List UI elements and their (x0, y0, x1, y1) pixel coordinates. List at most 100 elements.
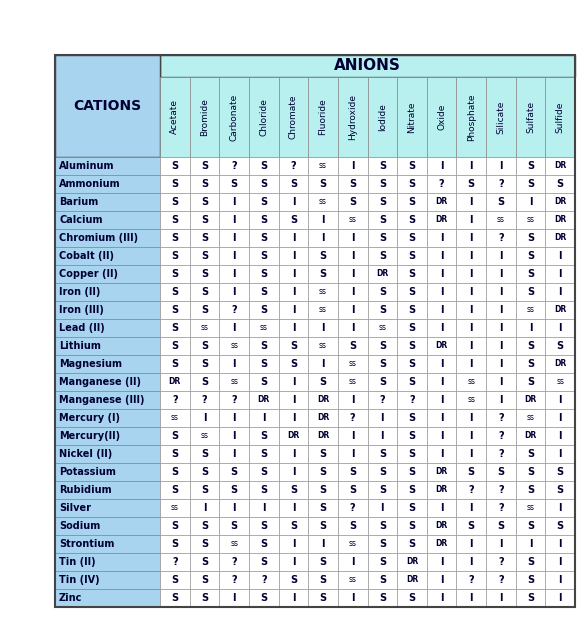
Bar (486, 499, 516, 517)
Text: I: I (381, 431, 384, 441)
Bar (427, 355, 456, 373)
Bar (397, 319, 427, 337)
Bar (190, 229, 219, 247)
Bar (278, 553, 308, 571)
Text: DR: DR (317, 396, 329, 404)
Bar (486, 301, 516, 319)
Bar (545, 229, 575, 247)
Text: S: S (171, 467, 178, 477)
Bar (486, 319, 516, 337)
Bar (219, 481, 249, 499)
Bar (397, 517, 427, 535)
Bar (427, 193, 456, 211)
Text: Iodide: Iodide (378, 103, 387, 131)
Text: S: S (467, 467, 475, 477)
Bar (219, 427, 249, 445)
Bar (160, 229, 190, 247)
Bar (160, 157, 190, 175)
Text: I: I (470, 503, 473, 513)
Text: S: S (408, 251, 415, 261)
Bar (219, 265, 249, 283)
Text: DR: DR (317, 413, 329, 422)
Bar (427, 391, 456, 409)
Bar (308, 211, 338, 229)
Bar (308, 301, 338, 319)
Text: S: S (378, 287, 386, 297)
Text: I: I (262, 503, 266, 513)
Text: I: I (351, 395, 355, 405)
Text: I: I (381, 503, 384, 513)
Bar (367, 445, 397, 463)
Bar (367, 355, 397, 373)
Text: I: I (470, 215, 473, 225)
Bar (486, 355, 516, 373)
Bar (190, 391, 219, 409)
Bar (338, 319, 367, 337)
Text: ss: ss (260, 323, 268, 333)
Bar (160, 499, 190, 517)
Bar (55, 55, 575, 607)
Text: I: I (292, 197, 295, 207)
Bar (278, 319, 308, 337)
Bar (338, 247, 367, 265)
Bar (55, 517, 160, 535)
Text: ss: ss (230, 342, 238, 351)
Bar (219, 337, 249, 355)
Bar (397, 373, 427, 391)
Bar (219, 355, 249, 373)
Bar (427, 445, 456, 463)
Bar (308, 535, 338, 553)
Bar (397, 409, 427, 427)
Bar (486, 409, 516, 427)
Text: S: S (408, 377, 415, 387)
Bar (308, 391, 338, 409)
Text: ?: ? (498, 431, 504, 441)
Text: S: S (378, 467, 386, 477)
Bar (219, 229, 249, 247)
Text: I: I (440, 269, 443, 279)
Bar (338, 535, 367, 553)
Bar (338, 571, 367, 589)
Bar (160, 337, 190, 355)
Text: S: S (408, 503, 415, 513)
Text: S: S (171, 161, 178, 171)
Bar (338, 337, 367, 355)
Bar (278, 337, 308, 355)
Text: I: I (232, 269, 236, 279)
Text: DR: DR (435, 521, 448, 530)
Text: ss: ss (349, 575, 357, 584)
Bar (160, 535, 190, 553)
Text: S: S (319, 179, 326, 189)
Text: ?: ? (469, 575, 474, 585)
Text: S: S (527, 467, 534, 477)
Text: S: S (527, 359, 534, 369)
Text: ss: ss (171, 413, 179, 422)
Bar (278, 355, 308, 373)
Text: ?: ? (261, 575, 267, 585)
Bar (190, 427, 219, 445)
Bar (55, 193, 160, 211)
Text: S: S (230, 485, 238, 495)
Bar (545, 193, 575, 211)
Text: I: I (292, 233, 295, 243)
Bar (486, 229, 516, 247)
Text: I: I (499, 305, 503, 315)
Bar (338, 283, 367, 301)
Bar (486, 481, 516, 499)
Text: Mercury (I): Mercury (I) (59, 413, 120, 423)
Bar (456, 427, 486, 445)
Text: DR: DR (524, 396, 536, 404)
Bar (545, 517, 575, 535)
Text: DR: DR (554, 215, 566, 225)
Text: Acetate: Acetate (170, 100, 180, 135)
Bar (338, 391, 367, 409)
Text: S: S (230, 179, 238, 189)
Text: DR: DR (524, 432, 536, 441)
Bar (427, 373, 456, 391)
Text: ss: ss (497, 215, 505, 225)
Bar (338, 427, 367, 445)
Text: Tin (II): Tin (II) (59, 557, 95, 567)
Text: ss: ss (349, 540, 357, 549)
Bar (160, 175, 190, 193)
Text: I: I (440, 395, 443, 405)
